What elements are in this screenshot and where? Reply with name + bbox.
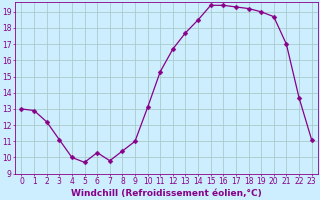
X-axis label: Windchill (Refroidissement éolien,°C): Windchill (Refroidissement éolien,°C) — [71, 189, 262, 198]
